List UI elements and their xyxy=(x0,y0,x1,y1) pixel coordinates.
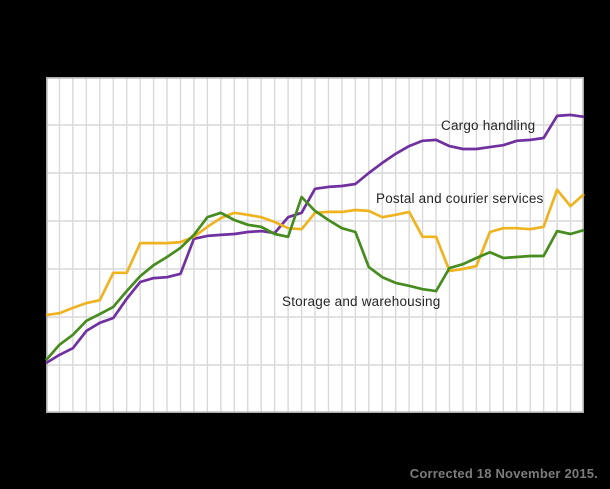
series-label-storage-and-warehousing: Storage and warehousing xyxy=(282,294,441,309)
series-line-postal-and-courier-services xyxy=(45,188,585,317)
series-line-cargo-handling xyxy=(45,113,585,365)
series-line-storage-and-warehousing xyxy=(44,195,585,362)
plot-border xyxy=(46,77,585,413)
series-label-cargo-handling: Cargo handling xyxy=(441,118,536,133)
series-label-postal-and-courier-services: Postal and courier services xyxy=(376,191,544,206)
line-chart xyxy=(44,77,585,413)
plot-area: Cargo handling Postal and courier servic… xyxy=(44,77,585,413)
gridlines xyxy=(46,77,584,413)
correction-note: Corrected 18 November 2015. xyxy=(409,466,598,481)
